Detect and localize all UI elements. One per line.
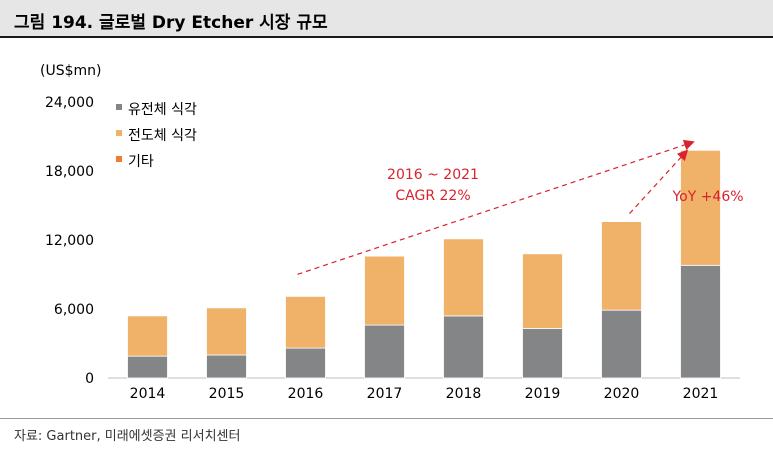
bar-segment (680, 149, 721, 266)
y-tick-label: 24,000 (45, 95, 94, 111)
y-tick-label: 0 (85, 371, 94, 387)
bar-segment (206, 307, 247, 356)
legend-swatch (116, 156, 122, 162)
bar-segment (601, 309, 642, 379)
legend-swatch (116, 104, 122, 110)
x-tick-label: 2020 (604, 386, 640, 402)
bar-segment (680, 264, 721, 379)
cagr-annotation-text: CAGR 22% (395, 188, 470, 204)
bar-segment (601, 221, 642, 311)
y-tick-label: 12,000 (45, 233, 94, 249)
bar-segment (443, 238, 484, 317)
yoy-annotation-text: YoY +46% (671, 189, 743, 205)
x-tick-label: 2016 (288, 386, 324, 402)
bar-segment (127, 315, 168, 357)
bar-segment (127, 355, 168, 379)
legend-swatch (116, 130, 122, 136)
cagr-arrow (297, 139, 695, 275)
bar-segment (443, 315, 484, 379)
legend-label: 전도체 식각 (128, 128, 197, 144)
y-tick-label: 6,000 (54, 302, 94, 318)
title-bar: 그림 194. 글로벌 Dry Etcher 시장 규모 (0, 0, 773, 38)
x-tick-label: 2017 (367, 386, 403, 402)
bar-segment (285, 295, 326, 349)
bar-segment (285, 347, 326, 379)
x-tick-label: 2018 (446, 386, 482, 402)
cagr-annotation-text: 2016 ~ 2021 (387, 167, 479, 183)
y-tick-label: 18,000 (45, 164, 94, 180)
x-tick-label: 2021 (683, 386, 719, 402)
x-tick-label: 2014 (130, 386, 166, 402)
chart-title: 그림 194. 글로벌 Dry Etcher 시장 규모 (14, 13, 328, 33)
bar-segment (364, 324, 405, 379)
source-note: 자료: Gartner, 미래에셋증권 리서치센터 (14, 429, 241, 444)
bar-segment (206, 354, 247, 379)
bar-segment (522, 328, 563, 379)
x-tick-label: 2019 (525, 386, 561, 402)
bar-segment (522, 253, 563, 329)
legend-label: 유전체 식각 (128, 102, 197, 118)
y-unit-label: (US$mn) (40, 63, 102, 79)
footer-divider (0, 418, 773, 419)
bar-segment (364, 255, 405, 326)
x-tick-label: 2015 (209, 386, 245, 402)
legend-label: 기타 (128, 154, 154, 170)
